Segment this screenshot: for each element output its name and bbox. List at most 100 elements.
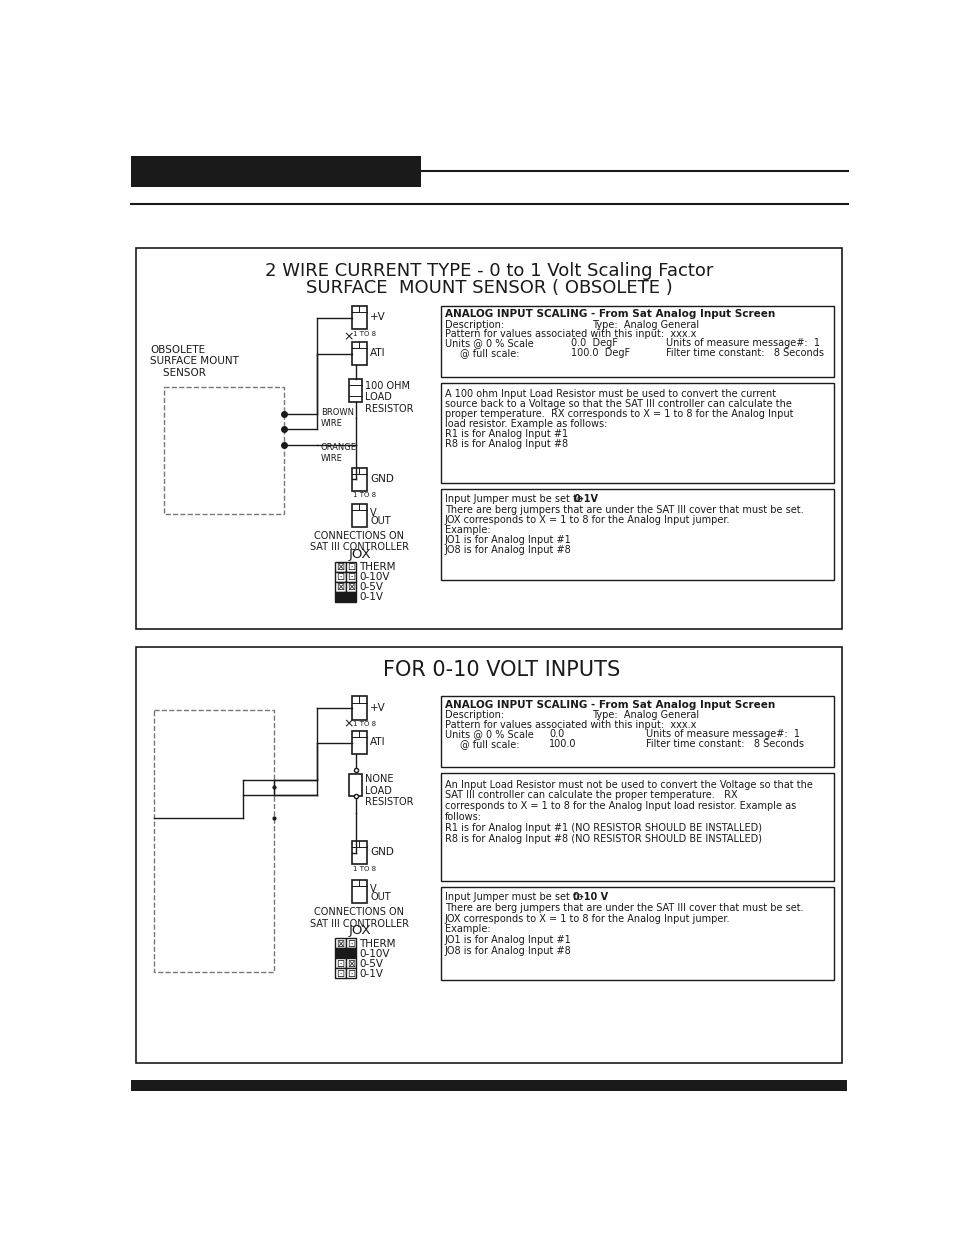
Text: 1 TO 8: 1 TO 8 [353, 493, 376, 499]
Text: ORANGE
WIRE: ORANGE WIRE [320, 443, 356, 463]
Bar [345, 939, 356, 948]
Text: @ full scale:: @ full scale: [459, 348, 519, 358]
Text: JOX corresponds to X = 1 to 8 for the Analog Input jumper.: JOX corresponds to X = 1 to 8 for the An… [444, 515, 729, 525]
Text: V: V [370, 883, 376, 894]
Text: ⊡: ⊡ [347, 573, 355, 583]
Text: There are berg jumpers that are under the SAT III cover that must be set.: There are berg jumpers that are under th… [444, 505, 802, 515]
Text: Input Jumper must be set to: Input Jumper must be set to [444, 494, 585, 504]
Text: ⊡: ⊡ [335, 573, 344, 583]
Text: JOX corresponds to X = 1 to 8 for the Analog Input jumper.: JOX corresponds to X = 1 to 8 for the An… [444, 914, 729, 924]
Bar [335, 582, 345, 592]
Bar [131, 156, 421, 186]
Text: JO1 is for Analog Input #1: JO1 is for Analog Input #1 [444, 535, 571, 545]
Text: OUT: OUT [370, 516, 391, 526]
Text: ATI: ATI [370, 348, 386, 358]
Text: SURFACE  MOUNT SENSOR ( OBSOLETE ): SURFACE MOUNT SENSOR ( OBSOLETE ) [305, 279, 672, 298]
Text: @ full scale:: @ full scale: [459, 739, 519, 748]
Text: Units of measure message#:  1: Units of measure message#: 1 [665, 338, 819, 348]
Text: Example:: Example: [444, 924, 490, 935]
Bar [349, 774, 361, 795]
Text: 0-10V: 0-10V [359, 573, 390, 583]
Text: R1 is for Analog Input #1: R1 is for Analog Input #1 [444, 430, 567, 440]
Text: ⊠: ⊠ [347, 583, 355, 593]
Text: NONE
LOAD
RESISTOR: NONE LOAD RESISTOR [365, 774, 413, 808]
Text: 100 OHM
LOAD
RESISTOR: 100 OHM LOAD RESISTOR [365, 380, 413, 414]
Text: 0-1V: 0-1V [359, 969, 383, 979]
Bar [352, 468, 367, 490]
Text: ⊡: ⊡ [347, 562, 355, 573]
Text: 2 WIRE CURRENT TYPE - 0 to 1 Volt Scaling Factor: 2 WIRE CURRENT TYPE - 0 to 1 Volt Scalin… [265, 262, 712, 280]
Text: ×: × [343, 718, 354, 730]
Text: ⊡: ⊡ [347, 969, 355, 979]
Text: JO8 is for Analog Input #8: JO8 is for Analog Input #8 [444, 946, 571, 956]
Bar [440, 383, 833, 483]
Bar [335, 939, 345, 948]
Bar [352, 879, 367, 903]
Text: Filter time constant:   8 Seconds: Filter time constant: 8 Seconds [665, 348, 822, 358]
Text: V: V [370, 508, 376, 517]
Text: CONNECTIONS ON
SAT III CONTROLLER: CONNECTIONS ON SAT III CONTROLLER [310, 531, 409, 552]
Bar [335, 592, 356, 601]
Text: 0-1V: 0-1V [359, 593, 383, 603]
Bar [352, 697, 367, 720]
Bar [352, 342, 367, 366]
Text: Description:: Description: [444, 710, 503, 720]
Text: ⊠: ⊠ [335, 583, 344, 593]
Text: 0.0: 0.0 [549, 729, 564, 739]
Bar [440, 489, 833, 580]
Bar [335, 562, 345, 572]
Bar [440, 306, 833, 377]
Text: Units of measure message#:  1: Units of measure message#: 1 [645, 729, 800, 739]
Text: ⊡: ⊡ [347, 939, 355, 948]
Text: BROWN
WIRE: BROWN WIRE [320, 409, 354, 427]
Text: SAT III controller can calculate the proper temperature.   RX: SAT III controller can calculate the pro… [444, 790, 737, 800]
Text: ⊡: ⊡ [335, 969, 344, 979]
Bar [352, 841, 367, 864]
Text: 0-10 V: 0-10 V [573, 892, 608, 902]
Text: GND: GND [370, 474, 394, 484]
Bar [335, 968, 345, 978]
Text: CONNECTIONS ON
SAT III CONTROLLER: CONNECTIONS ON SAT III CONTROLLER [310, 908, 409, 929]
Text: Example:: Example: [444, 525, 490, 535]
Text: JO1 is for Analog Input #1: JO1 is for Analog Input #1 [444, 935, 571, 945]
Text: ⊠: ⊠ [335, 939, 344, 948]
Text: proper temperature.  RX corresponds to X = 1 to 8 for the Analog Input: proper temperature. RX corresponds to X … [444, 409, 792, 419]
Bar [136, 248, 841, 630]
Text: 100.0: 100.0 [549, 739, 577, 748]
Text: 0.0  DegF: 0.0 DegF [571, 338, 618, 348]
Text: Units @ 0 % Scale: Units @ 0 % Scale [444, 729, 533, 739]
Bar [335, 958, 345, 968]
Text: JOX: JOX [348, 548, 371, 561]
Bar [131, 1079, 846, 1091]
Text: Pattern for values associated with this input:  xxx.x: Pattern for values associated with this … [444, 720, 696, 730]
Text: GND: GND [370, 847, 394, 857]
Text: 0-5V: 0-5V [359, 960, 383, 969]
Bar [345, 572, 356, 582]
Text: load resistor. Example as follows:: load resistor. Example as follows: [444, 419, 606, 430]
Text: ATI: ATI [370, 737, 386, 747]
Text: 0-1V: 0-1V [573, 494, 598, 504]
Text: 0-5V: 0-5V [359, 583, 383, 593]
Text: An Input Load Resistor must not be used to convert the Voltage so that the: An Input Load Resistor must not be used … [444, 779, 812, 789]
Bar [352, 306, 367, 330]
Bar [164, 387, 284, 514]
Text: corresponds to X = 1 to 8 for the Analog Input load resistor. Example as: corresponds to X = 1 to 8 for the Analog… [444, 802, 795, 811]
Bar [440, 773, 833, 882]
Text: 1 TO 8: 1 TO 8 [353, 866, 376, 872]
Bar [345, 562, 356, 572]
Text: OBSOLETE
SURFACE MOUNT
    SENSOR: OBSOLETE SURFACE MOUNT SENSOR [150, 345, 239, 378]
Text: FOR 0-10 VOLT INPUTS: FOR 0-10 VOLT INPUTS [382, 661, 619, 680]
Bar [345, 958, 356, 968]
Text: ⊠: ⊠ [335, 562, 344, 573]
Bar [352, 504, 367, 527]
Text: ×: × [343, 330, 354, 343]
Text: A 100 ohm Input Load Resistor must be used to convert the current: A 100 ohm Input Load Resistor must be us… [444, 389, 775, 399]
Text: JO8 is for Analog Input #8: JO8 is for Analog Input #8 [444, 545, 571, 555]
Bar [154, 710, 274, 972]
Text: Type:  Analog General: Type: Analog General [592, 710, 699, 720]
Text: +V: +V [370, 703, 386, 713]
Text: R8 is for Analog Input #8: R8 is for Analog Input #8 [444, 440, 567, 450]
Bar [440, 888, 833, 979]
Text: follows:: follows: [444, 811, 481, 823]
Text: Description:: Description: [444, 320, 503, 330]
